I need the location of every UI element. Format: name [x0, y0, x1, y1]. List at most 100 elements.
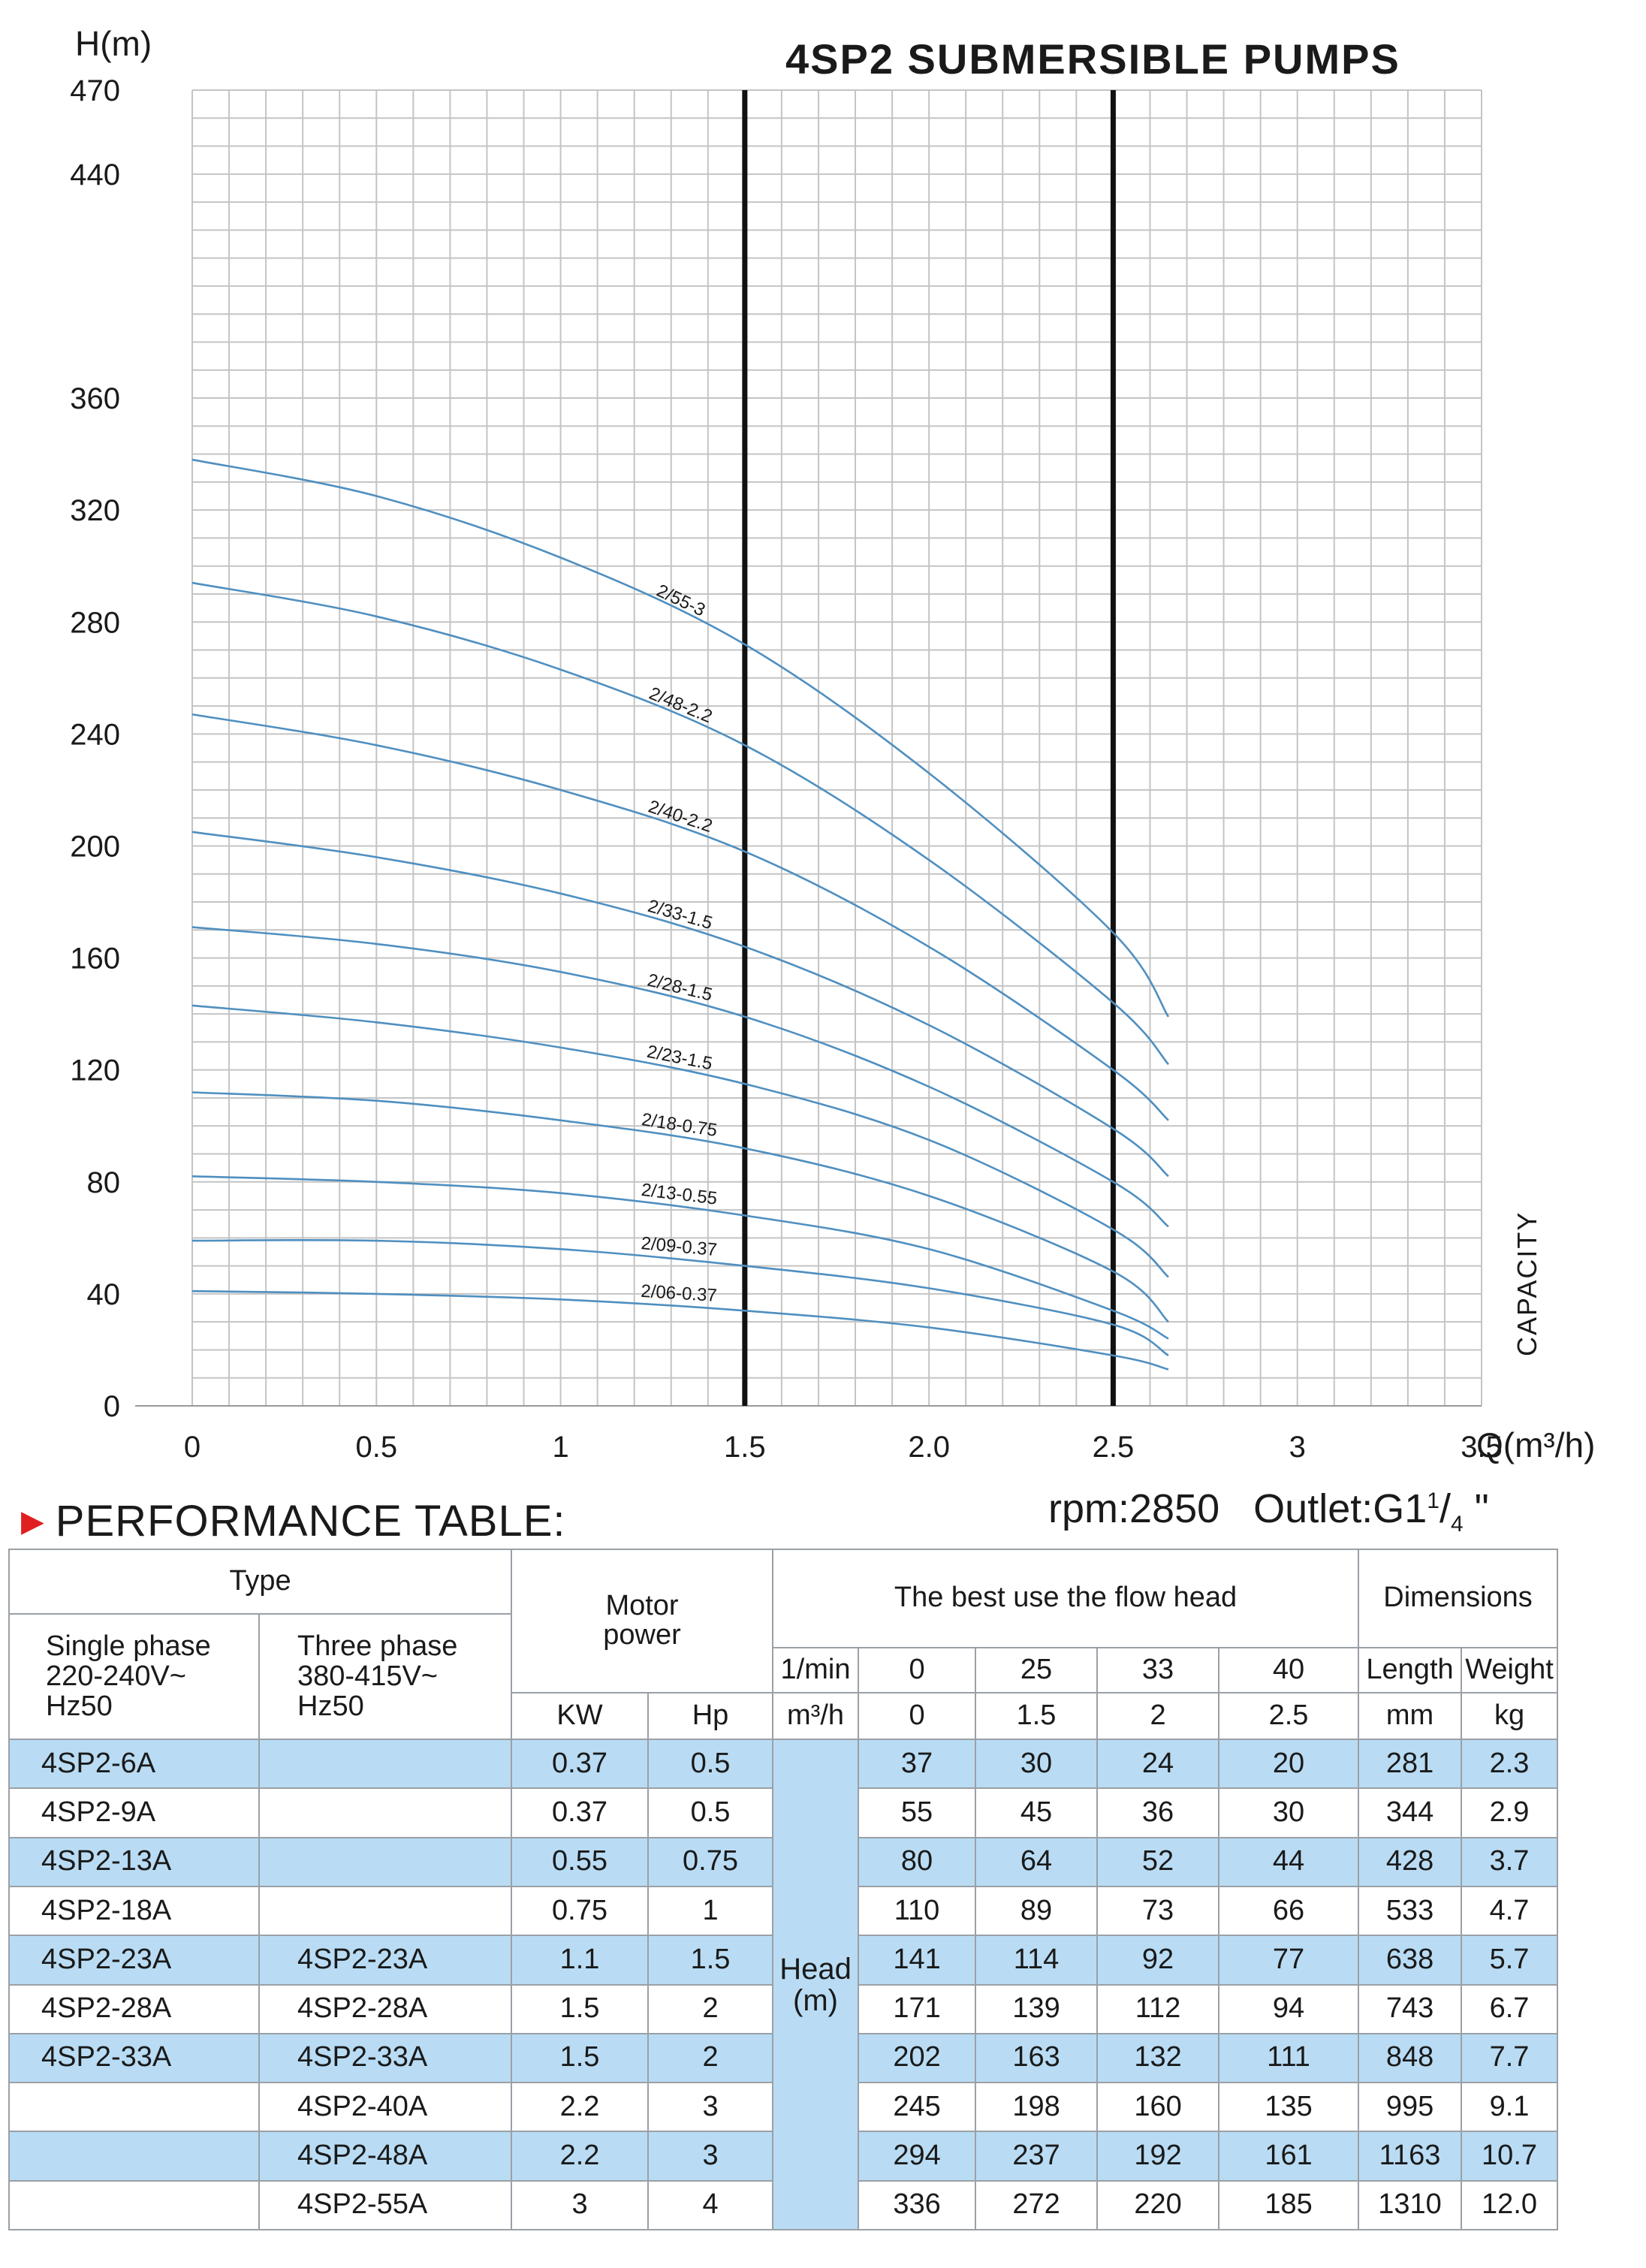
hp-value: 3	[647, 2131, 774, 2182]
flow-head-header: The best use the flow head	[772, 1549, 1360, 1648]
hp-value: 3	[647, 2082, 774, 2133]
table-row: 4SP2-28A 4SP2-28A 1.5 2 171 139 112 94 743 6.7	[8, 1983, 1559, 2034]
length-value: 428	[1358, 1836, 1463, 1887]
y-tick-label: 320	[70, 494, 120, 527]
x-axis-title: Q(m³/h)	[1476, 1425, 1595, 1464]
single-phase-model: 4SP2-13A	[8, 1836, 260, 1887]
performance-table: Type Motor power The best use the flow he…	[8, 1548, 1559, 2231]
outlet-fraction-numerator: 1	[1427, 1488, 1439, 1513]
x-tick-label: 3.5	[1461, 1431, 1503, 1464]
hp-value: 1	[647, 1885, 774, 1937]
three-phase-header: Three phase 380-415V~ Hz50	[258, 1613, 513, 1741]
x-tick-label: 2.5	[1093, 1431, 1135, 1464]
head-value: 94	[1218, 1983, 1360, 2034]
kw-value: 0.75	[511, 1885, 650, 1937]
hp-value: 2	[647, 2032, 774, 2084]
head-value: 160	[1096, 2082, 1220, 2133]
head-value: 139	[975, 1983, 1099, 2034]
y-tick-label: 360	[70, 382, 120, 415]
head-value: 77	[1218, 1935, 1360, 1986]
y-tick-label: 240	[70, 718, 120, 751]
three-phase-model	[258, 1836, 513, 1887]
table-row: 4SP2-13A 0.55 0.75 80 64 52 44 428 3.7	[8, 1836, 1559, 1887]
head-value: 110	[858, 1885, 977, 1937]
hp-value: 0.5	[647, 1787, 774, 1838]
length-value: 848	[1358, 2032, 1463, 2084]
three-phase-model: 4SP2-40A	[258, 2082, 513, 2133]
y-tick-labels: 0 40 80 120 160 200 240 280 320 360 440 470	[70, 74, 120, 1423]
reference-lines	[742, 90, 1116, 1406]
three-phase-model: 4SP2-48A	[258, 2131, 513, 2182]
head-value: 237	[975, 2131, 1099, 2182]
length-label: Length	[1358, 1646, 1463, 1693]
single-phase-model	[8, 2082, 260, 2133]
single-phase-model: 4SP2-6A	[8, 1739, 260, 1790]
head-value: 24	[1096, 1739, 1220, 1790]
head-value: 52	[1096, 1836, 1220, 1887]
pump-curve-line	[191, 926, 1169, 1228]
head-value: 163	[975, 2032, 1099, 2084]
three-phase-model: 4SP2-23A	[258, 1935, 513, 1986]
table-row: 4SP2-40A 2.2 3 245 198 160 135 995 9.1	[8, 2082, 1559, 2133]
single-phase-model: 4SP2-18A	[8, 1885, 260, 1937]
curve-label: 2/40-2.2	[646, 797, 715, 837]
single-phase-model	[8, 2131, 260, 2182]
kw-value: 0.37	[511, 1787, 650, 1838]
m3h-value: 2.5	[1218, 1691, 1360, 1741]
head-value: 112	[1096, 1983, 1220, 2034]
x-tick-label: 0	[184, 1431, 200, 1464]
weight-value: 9.1	[1461, 2082, 1559, 2133]
x-tick-label: 3	[1289, 1431, 1306, 1464]
x-tick-labels: 0 0.5 1 1.5 2.0 2.5 3 3.5	[184, 1431, 1503, 1464]
y-tick-label: 0	[104, 1390, 120, 1423]
head-value: 192	[1096, 2131, 1220, 2182]
x-tick-label: 1.5	[724, 1431, 766, 1464]
length-value: 1310	[1358, 2179, 1463, 2231]
head-value: 37	[858, 1739, 977, 1790]
head-value: 111	[1218, 2032, 1360, 2084]
head-value: 132	[1096, 2032, 1220, 2084]
x-tick-label: 2.0	[908, 1431, 950, 1464]
kw-value: 2.2	[511, 2082, 650, 2133]
pump-curves	[191, 458, 1170, 1371]
three-phase-model	[258, 1885, 513, 1937]
three-phase-model: 4SP2-55A	[258, 2179, 513, 2231]
hp-value: 1.5	[647, 1935, 774, 1986]
pump-curve-line	[191, 713, 1169, 1121]
head-value: 220	[1096, 2179, 1220, 2231]
weight-value: 2.3	[1461, 1739, 1559, 1790]
head-value: 245	[858, 2082, 977, 2133]
length-value: 281	[1358, 1739, 1463, 1790]
m3h-value: 0	[858, 1691, 977, 1741]
y-tick-label: 280	[70, 606, 120, 639]
three-phase-model: 4SP2-28A	[258, 1983, 513, 2034]
triangle-marker-icon: ▶	[21, 1505, 45, 1538]
weight-value: 10.7	[1461, 2131, 1559, 2182]
motor-power-header: Motor power	[511, 1549, 774, 1693]
x-tick-label: 1	[552, 1431, 568, 1464]
head-value: 64	[975, 1836, 1099, 1887]
lmin-value: 0	[858, 1646, 977, 1693]
head-value: 20	[1218, 1739, 1360, 1790]
head-value: 141	[858, 1935, 977, 1986]
lmin-value: 33	[1096, 1646, 1220, 1693]
head-value: 55	[858, 1787, 977, 1838]
x-tick-label: 0.5	[355, 1431, 397, 1464]
weight-value: 12.0	[1461, 2179, 1559, 2231]
length-value: 743	[1358, 1983, 1463, 2034]
head-value: 336	[858, 2179, 977, 2231]
head-value: 135	[1218, 2082, 1360, 2133]
y-tick-label: 80	[87, 1166, 121, 1199]
head-value: 36	[1096, 1787, 1220, 1838]
single-phase-model: 4SP2-33A	[8, 2032, 260, 2084]
pump-curve-line	[191, 1004, 1169, 1278]
performance-chart: 2/55-32/48-2.22/40-2.22/33-1.52/28-1.52/…	[70, 24, 1595, 1464]
weight-value: 7.7	[1461, 2032, 1559, 2084]
hp-value: 0.75	[647, 1836, 774, 1887]
single-phase-model: 4SP2-23A	[8, 1935, 260, 1986]
pump-curve-line	[191, 1175, 1169, 1340]
performance-table-title: ▶ PERFORMANCE TABLE:	[21, 1496, 566, 1546]
rpm-text: rpm:2850	[1048, 1486, 1220, 1531]
weight-value: 2.9	[1461, 1787, 1559, 1838]
curve-label: 2/48-2.2	[647, 683, 716, 727]
